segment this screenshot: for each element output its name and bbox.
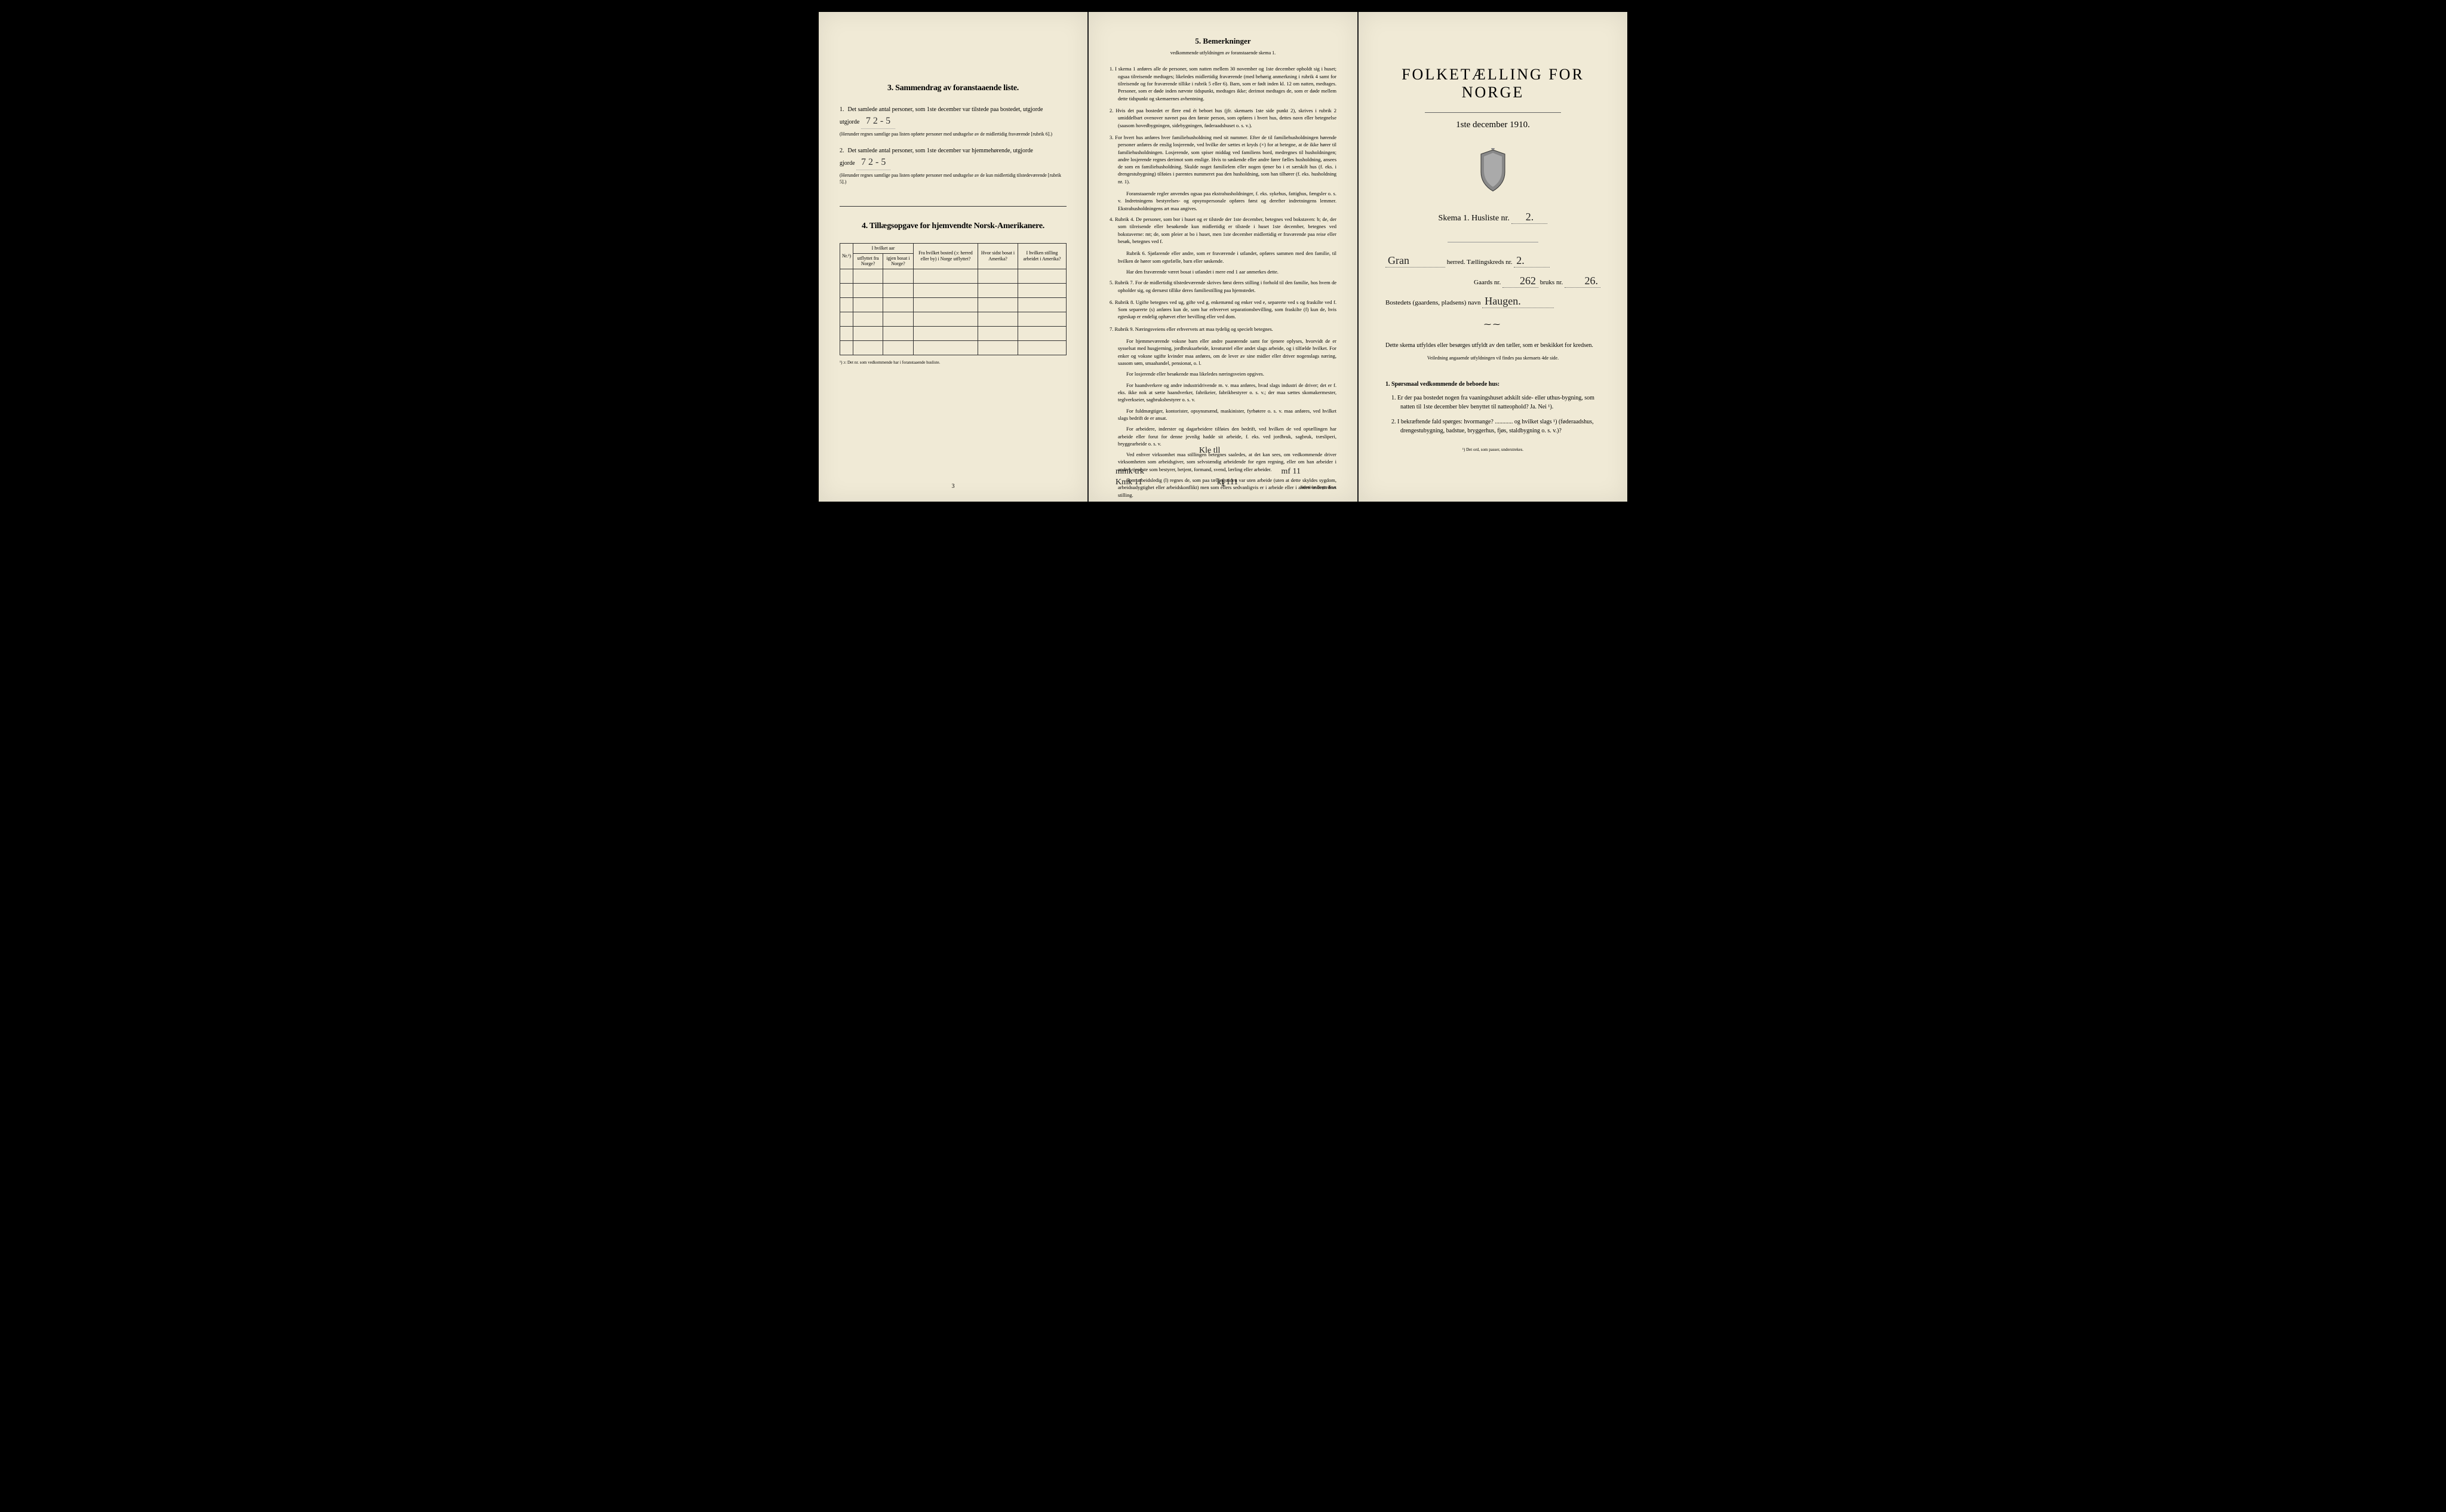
ornament: ⁓⁓ xyxy=(1379,320,1606,329)
page-3: 3. Sammendrag av foranstaaende liste. 1.… xyxy=(819,12,1087,502)
item-2-text: Det samlede antal personer, som 1ste dec… xyxy=(848,147,1033,154)
gaards-line: Gaards nr. 262 bruks nr. 26. xyxy=(1379,275,1606,288)
th-year-grp: I hvilket aar xyxy=(853,244,914,254)
th-from: Fra hvilket bosted (ɔ: herred eller by) … xyxy=(913,244,978,269)
emigrant-table: Nr.¹) I hvilket aar Fra hvilket bosted (… xyxy=(840,243,1067,355)
th-out: utflyttet fra Norge? xyxy=(853,253,883,269)
divider xyxy=(840,206,1067,207)
th-nr: Nr.¹) xyxy=(840,244,853,269)
page-number-3: 3 xyxy=(952,483,955,490)
item-1-value: 7 2 - 5 xyxy=(861,114,895,129)
remarks-list: 1. I skema 1 anføres alle de personer, s… xyxy=(1110,65,1336,583)
table-row xyxy=(840,297,1067,312)
bosted-value: Haugen. xyxy=(1482,295,1554,308)
hw-mark-5: mf 11 xyxy=(1281,466,1301,478)
page-4: 5. Bemerkninger vedkommende utfyldningen… xyxy=(1089,12,1357,502)
q-heading: 1. Spørsmaal vedkommende de beboede hus: xyxy=(1379,380,1606,389)
table-footnote: ¹) ɔ: Det nr. som vedkommende har i fora… xyxy=(840,360,1067,365)
question-2: 2. I bekræftende fald spørges: hvormange… xyxy=(1379,417,1606,435)
gaards-nr: 262 xyxy=(1502,275,1538,288)
bosted-line: Bostedets (gaardens, pladsens) navn Haug… xyxy=(1379,295,1606,308)
table-row xyxy=(840,326,1067,340)
item-2-value: 7 2 - 5 xyxy=(856,155,890,170)
title-rule xyxy=(1425,112,1561,113)
th-back: igjen bosat i Norge? xyxy=(883,253,914,269)
document-spread: 3. Sammendrag av foranstaaende liste. 1.… xyxy=(819,12,1627,502)
page-1-title: FOLKETÆLLING FOR NORGE 1ste december 191… xyxy=(1359,12,1627,502)
table-row xyxy=(840,283,1067,297)
gaards-label: Gaards nr. xyxy=(1474,279,1501,286)
section-4-title: 4. Tillægsopgave for hjemvendte Norsk-Am… xyxy=(840,222,1067,231)
census-date: 1ste december 1910. xyxy=(1379,120,1606,130)
th-work: I hvilken stilling arbeidet i Amerika? xyxy=(1018,244,1067,269)
hw-mark-3: Kle tll xyxy=(1199,445,1220,457)
kreds-nr: 2. xyxy=(1514,254,1550,268)
section-5-title: 5. Bemerkninger xyxy=(1110,36,1336,47)
herred-line: Gran herred. Tællingskreds nr. 2. xyxy=(1379,254,1606,268)
table-row xyxy=(840,340,1067,355)
th-where: Hvor sidst bosat i Amerika? xyxy=(978,244,1018,269)
section-5-subtitle: vedkommende utfyldningen av foranstaaend… xyxy=(1110,50,1336,56)
herred-value: Gran xyxy=(1385,254,1445,268)
right-footnote: ¹) Det ord, som passer, understrekes. xyxy=(1379,447,1606,452)
item-1-text: Det samlede antal personer, som 1ste dec… xyxy=(848,106,1043,113)
question-1: 1. Er der paa bostedet nogen fra vaaning… xyxy=(1379,394,1606,411)
skema-line: Skema 1. Husliste nr. 2. xyxy=(1379,211,1606,224)
page-number-4: 4 xyxy=(1222,481,1225,490)
census-title: FOLKETÆLLING FOR NORGE xyxy=(1379,66,1606,102)
printer-mark: Steen'ske Bogtr. Kr.a. xyxy=(1300,485,1336,491)
bruks-label: bruks nr. xyxy=(1540,279,1563,286)
husliste-nr: 2. xyxy=(1511,211,1547,224)
item-1-utgjorde: utgjorde xyxy=(840,119,859,125)
table-body xyxy=(840,269,1067,355)
instruction-1: Dette skema utfyldes eller besørges utfy… xyxy=(1379,341,1606,350)
questions-section: 1. Spørsmaal vedkommende de beboede hus:… xyxy=(1379,380,1606,435)
item-2-gjorde: gjorde xyxy=(840,160,855,167)
item-2-fine: (Herunder regnes samtlige paa listen opf… xyxy=(840,173,1067,185)
bruks-nr: 26. xyxy=(1565,275,1600,288)
summary-item-1: 1.Det samlede antal personer, som 1ste d… xyxy=(840,105,1067,137)
bosted-label: Bostedets (gaardens, pladsens) navn xyxy=(1385,299,1480,306)
table-row xyxy=(840,269,1067,283)
hw-mark-2: Kmk 11 xyxy=(1116,477,1142,488)
coat-of-arms xyxy=(1475,148,1511,193)
herred-label: herred. Tællingskreds nr. xyxy=(1447,259,1513,266)
hw-mark-1: mmk trk xyxy=(1116,466,1144,478)
skema-label: Skema 1. Husliste nr. xyxy=(1439,214,1510,223)
section-3-title: 3. Sammendrag av foranstaaende liste. xyxy=(840,84,1067,93)
table-row xyxy=(840,312,1067,326)
instruction-2: Veiledning angaaende utfyldningen vil fi… xyxy=(1379,355,1606,362)
item-1-fine: (Herunder regnes samtlige paa listen opf… xyxy=(840,131,1067,137)
summary-item-2: 2.Det samlede antal personer, som 1ste d… xyxy=(840,146,1067,185)
hw-mark-4: kf 111 xyxy=(1217,477,1238,488)
